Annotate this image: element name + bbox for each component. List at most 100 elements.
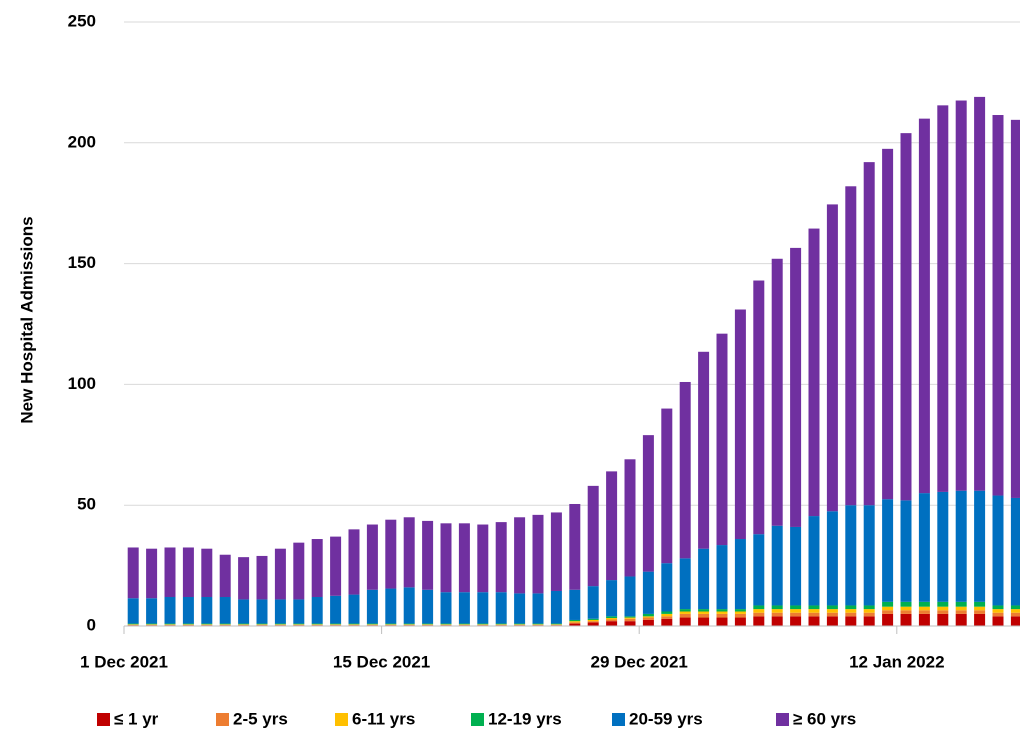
bar-segment <box>863 616 875 626</box>
bar-segment <box>826 616 838 626</box>
bar-segment <box>569 619 581 622</box>
bar-segment <box>219 623 231 625</box>
bar-segment <box>238 623 250 625</box>
bar-segment <box>937 491 949 602</box>
bar-segment <box>863 609 875 613</box>
bar-segment <box>992 609 1004 613</box>
y-tick-label: 0 <box>87 615 96 634</box>
bar-segment <box>974 606 986 611</box>
bar-segment <box>661 611 673 614</box>
bar-segment <box>918 118 930 494</box>
bar-segment <box>734 611 746 614</box>
bar-segment <box>624 616 636 618</box>
bar-segment <box>679 611 691 614</box>
bar-segment <box>992 605 1004 610</box>
bar-segment <box>937 105 949 492</box>
bar-segment <box>495 522 507 593</box>
bar-segment <box>238 557 250 600</box>
bar-segment <box>716 609 728 612</box>
bar-segment <box>937 606 949 611</box>
bar-segment <box>698 617 710 626</box>
bar-segment <box>1010 497 1020 606</box>
bar-segment <box>550 623 562 625</box>
bar-segment <box>569 621 581 623</box>
bar-segment <box>127 598 139 624</box>
bar-segment <box>753 605 765 610</box>
bar-segment <box>882 606 894 611</box>
bar-segment <box>458 523 470 593</box>
x-tick-label: 12 Jan 2022 <box>849 652 944 671</box>
bar-segment <box>146 548 158 599</box>
bar-segment <box>606 619 618 622</box>
bar-segment <box>274 599 286 624</box>
bar-segment <box>845 505 857 606</box>
bar-segment <box>753 534 765 606</box>
bar-segment <box>734 609 746 612</box>
bar-segment <box>385 519 397 589</box>
bar-segment <box>900 610 912 614</box>
bar-segment <box>661 616 673 619</box>
bar-segment <box>790 526 802 606</box>
legend-swatch <box>335 713 348 726</box>
x-tick-label: 29 Dec 2021 <box>591 652 688 671</box>
bar-segment <box>863 505 875 606</box>
bar-segment <box>477 592 489 624</box>
bar-segment <box>606 616 618 619</box>
bar-segment <box>385 623 397 625</box>
bar-segment <box>146 623 158 625</box>
bar-segment <box>330 623 342 625</box>
bar-segment <box>642 571 654 614</box>
bar-segment <box>882 610 894 614</box>
bar-segment <box>955 606 967 611</box>
bar-segment <box>514 517 526 594</box>
bar-segment <box>955 490 967 602</box>
legend-label: ≥ 60 yrs <box>793 709 856 728</box>
bar-segment <box>771 616 783 626</box>
bar-segment <box>882 613 894 626</box>
bar-segment <box>201 548 213 598</box>
bar-segment <box>587 586 599 619</box>
y-tick-label: 50 <box>77 495 96 514</box>
bar-segment <box>256 555 268 600</box>
bar-segment <box>1010 616 1020 626</box>
bar-segment <box>716 545 728 610</box>
bar-segment <box>606 618 618 620</box>
bar-segment <box>992 115 1004 496</box>
bar-segment <box>201 597 213 624</box>
bar-segment <box>164 597 176 624</box>
bar-segment <box>532 623 544 625</box>
bar-segment <box>606 471 618 581</box>
bar-segment <box>955 613 967 626</box>
legend-label: 20-59 yrs <box>629 709 703 728</box>
bar-segment <box>734 617 746 626</box>
bar-segment <box>863 612 875 617</box>
bar-segment <box>311 623 323 625</box>
bar-segment <box>256 623 268 625</box>
bar-segment <box>587 619 599 622</box>
bar-segment <box>403 517 415 588</box>
bar-segment <box>477 623 489 625</box>
bar-segment <box>348 623 360 625</box>
legend-swatch <box>776 713 789 726</box>
bar-segment <box>771 605 783 610</box>
bar-segment <box>753 612 765 617</box>
bar-segment <box>403 623 415 625</box>
bar-segment <box>606 580 618 617</box>
bar-segment <box>330 595 342 624</box>
bar-segment <box>440 623 452 625</box>
bar-segment <box>734 309 746 540</box>
bar-segment <box>679 617 691 626</box>
bar-segment <box>403 587 415 624</box>
bar-segment <box>1010 609 1020 613</box>
bar-segment <box>366 589 378 624</box>
bar-segment <box>642 613 654 617</box>
bar-segment <box>127 623 139 625</box>
bar-segment <box>624 576 636 617</box>
bar-segment <box>661 408 673 564</box>
bar-segment <box>918 601 930 607</box>
bar-segment <box>698 611 710 614</box>
bar-segment <box>293 542 305 600</box>
bar-segment <box>808 605 820 610</box>
bar-segment <box>955 100 967 491</box>
